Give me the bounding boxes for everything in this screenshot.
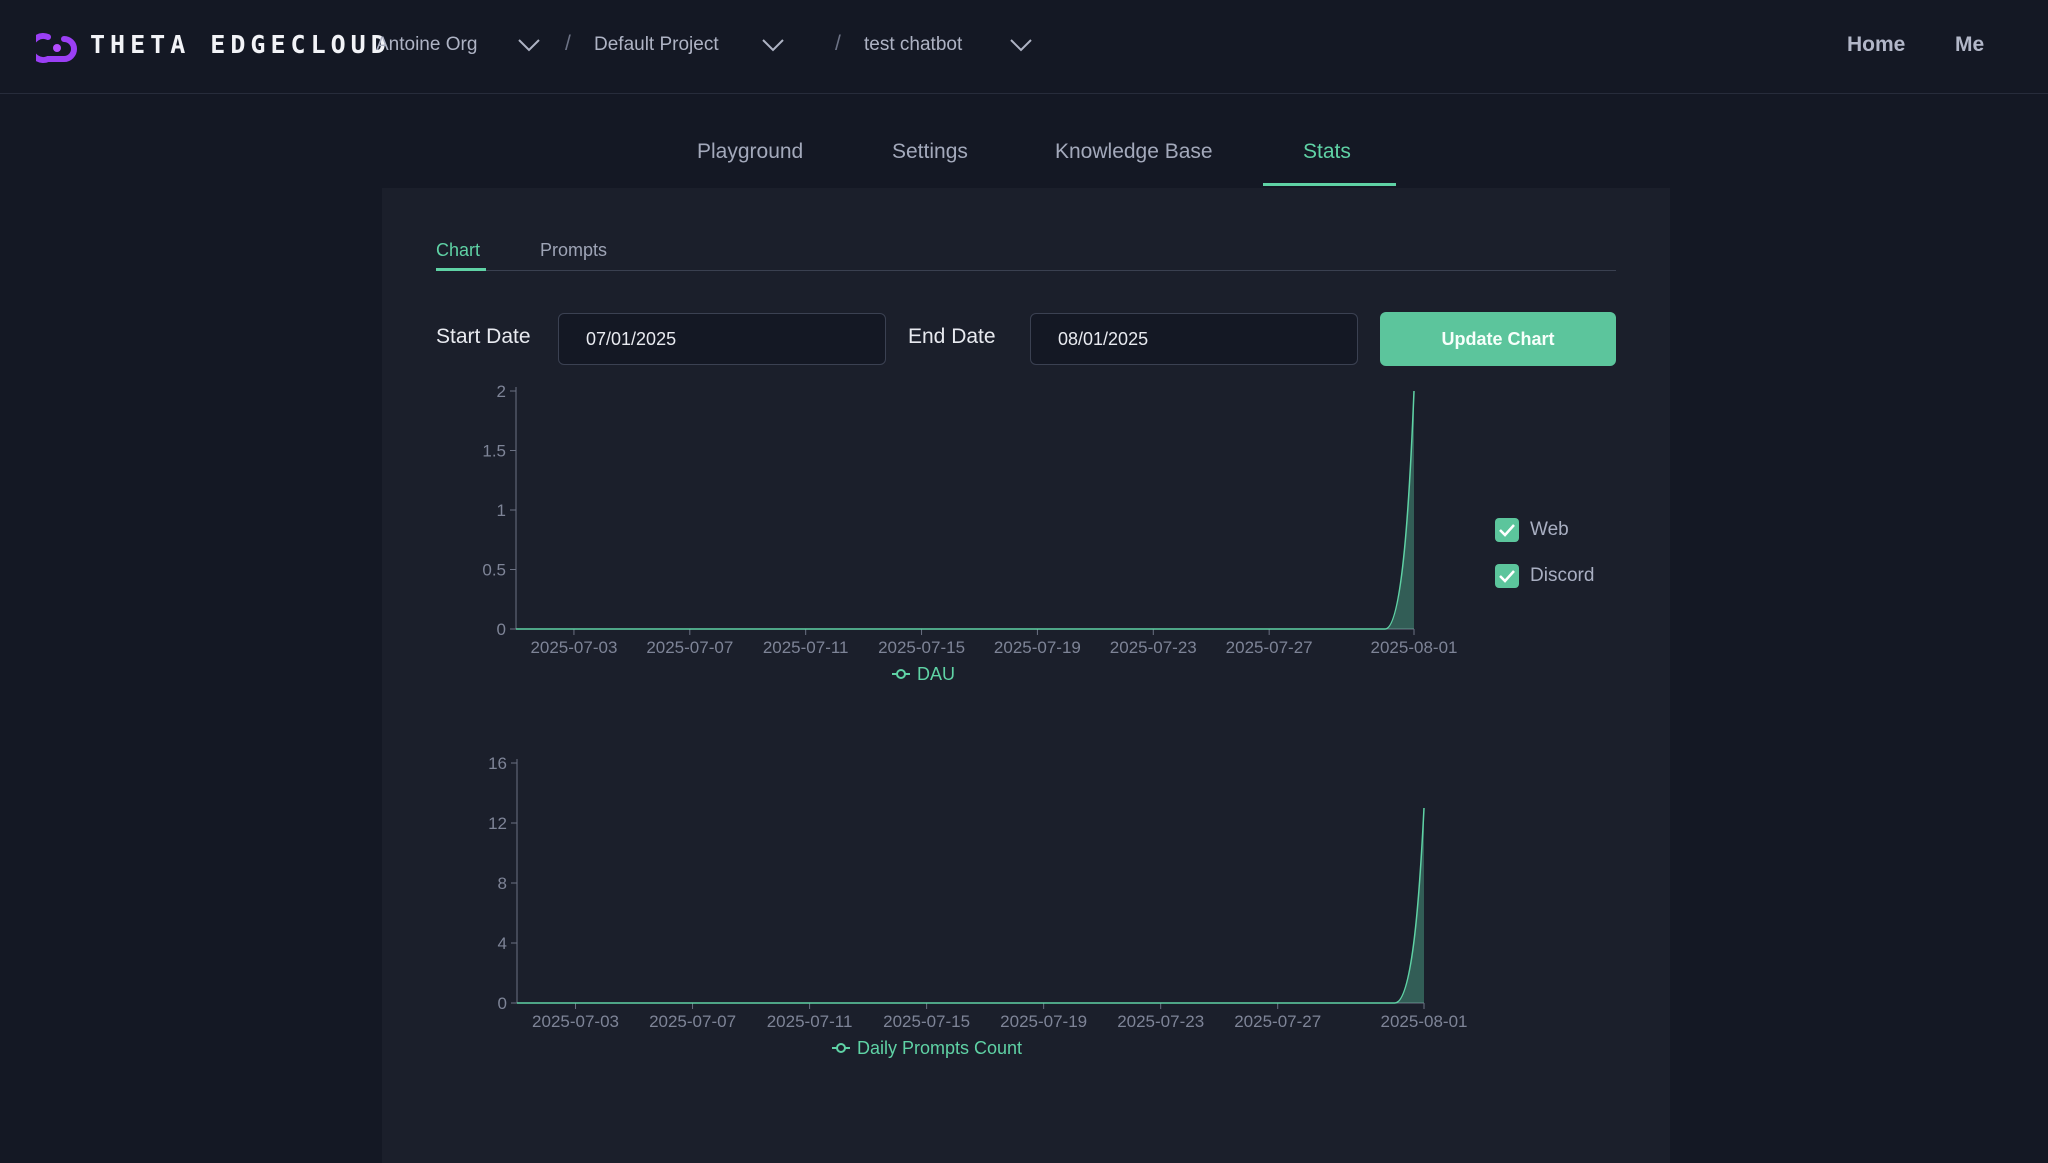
nav-me-link[interactable]: Me [1955, 33, 1985, 56]
prompts-x-tick-label: 2025-07-23 [1117, 1012, 1204, 1031]
prompts-x-tick-label: 2025-07-07 [649, 1012, 736, 1031]
prompts-y-tick-label: 12 [488, 814, 507, 833]
tab-settings[interactable]: Settings [892, 140, 968, 163]
dau-y-tick-label: 1 [497, 501, 506, 520]
prompts-series-line [517, 807, 1425, 1004]
dau-y-tick-label: 0.5 [482, 561, 506, 580]
prompts-series-area [517, 808, 1424, 1003]
prompts-x-tick-label: 2025-07-19 [1000, 1012, 1087, 1031]
dau-x-tick-label: 2025-07-11 [763, 638, 849, 657]
prompts-x-tick-label: 2025-07-15 [883, 1012, 970, 1031]
dau-x-tick-label: 2025-07-27 [1226, 638, 1313, 657]
dau-x-tick-label: 2025-07-23 [1110, 638, 1197, 657]
dau-series-line [516, 390, 1415, 630]
prompts-x-tick-label: 2025-07-11 [767, 1012, 853, 1031]
start-date-label: Start Date [436, 325, 531, 348]
update-chart-button[interactable]: Update Chart [1380, 312, 1616, 366]
prompts-x-tick-label: 2025-08-01 [1381, 1012, 1468, 1031]
dau-x-tick-label: 2025-07-15 [878, 638, 965, 657]
prompts-legend-label: Daily Prompts Count [857, 1038, 1022, 1058]
breadcrumb-org[interactable]: Antoine Org [376, 34, 478, 55]
prompts-legend-marker-icon [836, 1043, 846, 1053]
dau-x-tick-label: 2025-08-01 [1371, 638, 1458, 657]
active-subtab-indicator [436, 268, 486, 271]
chevron-down-icon[interactable] [1009, 37, 1033, 53]
dau-y-tick-label: 2 [497, 382, 506, 401]
dau-y-tick-label: 0 [497, 620, 506, 639]
prompts-y-tick-label: 8 [498, 874, 507, 893]
top-bar: THETA EDGECLOUD Antoine Org / Default Pr… [0, 0, 2048, 94]
dau-y-tick-label: 1.5 [482, 442, 506, 461]
stats-panel: Chart Prompts Start Date End Date Update… [382, 188, 1670, 1163]
breadcrumb-separator: / [565, 32, 571, 55]
prompts-y-tick-label: 0 [498, 994, 507, 1013]
tab-knowledge-base[interactable]: Knowledge Base [1055, 140, 1213, 163]
brand-wordmark[interactable]: THETA EDGECLOUD [90, 30, 391, 59]
legend-label-discord: Discord [1530, 565, 1595, 586]
dau-x-tick-label: 2025-07-19 [994, 638, 1081, 657]
end-date-input[interactable] [1030, 313, 1358, 365]
tab-stats[interactable]: Stats [1303, 140, 1351, 163]
subtab-divider [436, 270, 1616, 271]
prompts-x-tick-label: 2025-07-27 [1234, 1012, 1321, 1031]
dau-x-tick-label: 2025-07-07 [646, 638, 733, 657]
dau-series-area [516, 391, 1414, 629]
dau-legend-label: DAU [917, 664, 955, 684]
dau-x-tick-label: 2025-07-03 [530, 638, 617, 657]
chevron-down-icon[interactable] [761, 37, 785, 53]
prompts-y-tick-label: 16 [488, 754, 507, 773]
breadcrumb-project[interactable]: Default Project [594, 34, 719, 55]
end-date-label: End Date [908, 325, 996, 348]
checkbox-checked-icon[interactable] [1495, 564, 1519, 588]
chevron-down-icon[interactable] [517, 37, 541, 53]
breadcrumb-chatbot[interactable]: test chatbot [864, 34, 963, 55]
legend-label-web: Web [1530, 519, 1569, 540]
breadcrumb-separator: / [835, 32, 841, 55]
start-date-input[interactable] [558, 313, 886, 365]
subtab-chart[interactable]: Chart [436, 240, 481, 260]
nav-home-link[interactable]: Home [1847, 33, 1906, 56]
checkbox-checked-icon[interactable] [1495, 518, 1519, 542]
theta-logo-icon[interactable] [36, 30, 78, 64]
dau-chart: 0 0.5 1 1.5 2 2025-07-03 2025-07-07 2025-07-11 2… [482, 382, 1468, 1058]
dau-legend-marker-icon [896, 669, 906, 679]
prompts-y-tick-label: 4 [498, 934, 507, 953]
subtab-prompts[interactable]: Prompts [540, 240, 608, 260]
tab-playground[interactable]: Playground [697, 140, 804, 163]
prompts-x-tick-label: 2025-07-03 [532, 1012, 619, 1031]
main-tabs: Playground Settings Knowledge Base Stats [0, 128, 2048, 188]
active-tab-indicator [1263, 183, 1396, 186]
